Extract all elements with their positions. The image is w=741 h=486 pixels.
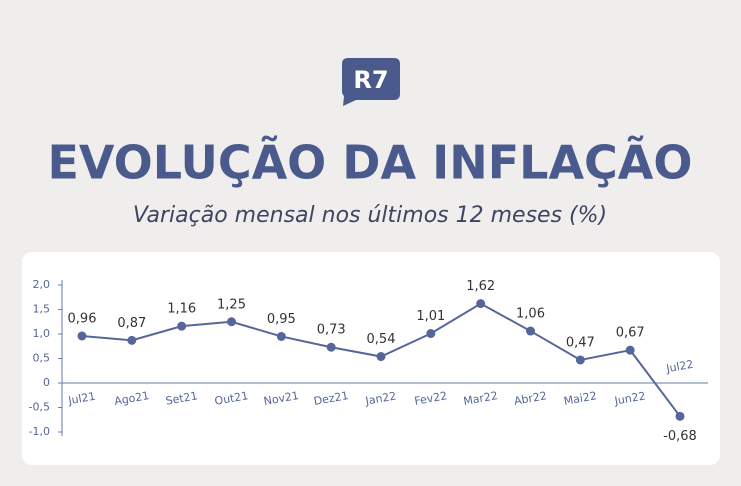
- point: [376, 352, 386, 362]
- x-tick-label: Fev22: [413, 389, 448, 408]
- y-tick-label: 0: [43, 376, 50, 389]
- point: [77, 331, 87, 341]
- x-tick-label: Ago21: [113, 389, 150, 408]
- point: [227, 317, 236, 327]
- point: [177, 321, 187, 331]
- x-tick-label: Set21: [165, 389, 199, 407]
- x-tick-label: Mai22: [563, 389, 598, 408]
- logo: R7: [353, 66, 388, 94]
- chart-subtitle: Variação mensal nos últimos 12 meses (%): [133, 203, 607, 228]
- y-tick-label: 0,5: [33, 352, 51, 365]
- x-tick-label: Jan22: [364, 389, 398, 407]
- x-tick-label: Nov21: [263, 389, 300, 408]
- y-tick-label: 1,5: [33, 303, 51, 316]
- point: [675, 411, 685, 421]
- x-tick-label: Jun22: [613, 389, 647, 407]
- value-label: 0,87: [117, 316, 146, 331]
- point: [526, 326, 535, 336]
- point: [575, 355, 585, 365]
- chart-card: [22, 252, 720, 465]
- value-label: 0,47: [566, 335, 595, 350]
- value-label: 0,54: [367, 332, 396, 347]
- y-tick-label: -0,5: [29, 401, 50, 414]
- value-label: 1,25: [217, 297, 246, 312]
- x-tick-label: Mar22: [462, 389, 498, 408]
- value-label: 0,73: [317, 323, 346, 338]
- x-tick-label: Jul22: [664, 358, 694, 376]
- x-tick-label: Dez21: [313, 389, 350, 408]
- value-label: 1,01: [416, 309, 445, 324]
- value-label: 0,67: [616, 326, 645, 341]
- value-label: 1,16: [167, 302, 196, 317]
- y-tick-label: -1,0: [29, 425, 50, 438]
- value-label: -0,68: [663, 429, 697, 444]
- y-tick-label: 1,0: [33, 327, 51, 340]
- y-tick-label: 2,0: [33, 278, 51, 291]
- value-label: 1,62: [466, 279, 495, 294]
- point: [625, 345, 635, 355]
- point: [426, 329, 436, 339]
- x-tick-label: Out21: [214, 389, 250, 408]
- logo-bubble: [342, 58, 400, 106]
- x-tick-label: Abr22: [513, 389, 548, 408]
- value-label: 0,95: [267, 312, 296, 327]
- point: [326, 342, 336, 352]
- point: [276, 331, 286, 341]
- chart-title: EVOLUÇÃO DA INFLAÇÃO: [47, 135, 692, 190]
- value-label: 1,06: [516, 307, 545, 322]
- value-label: 0,96: [68, 311, 97, 326]
- x-tick-label: Jul21: [66, 390, 96, 408]
- point: [476, 299, 486, 309]
- point: [127, 335, 137, 345]
